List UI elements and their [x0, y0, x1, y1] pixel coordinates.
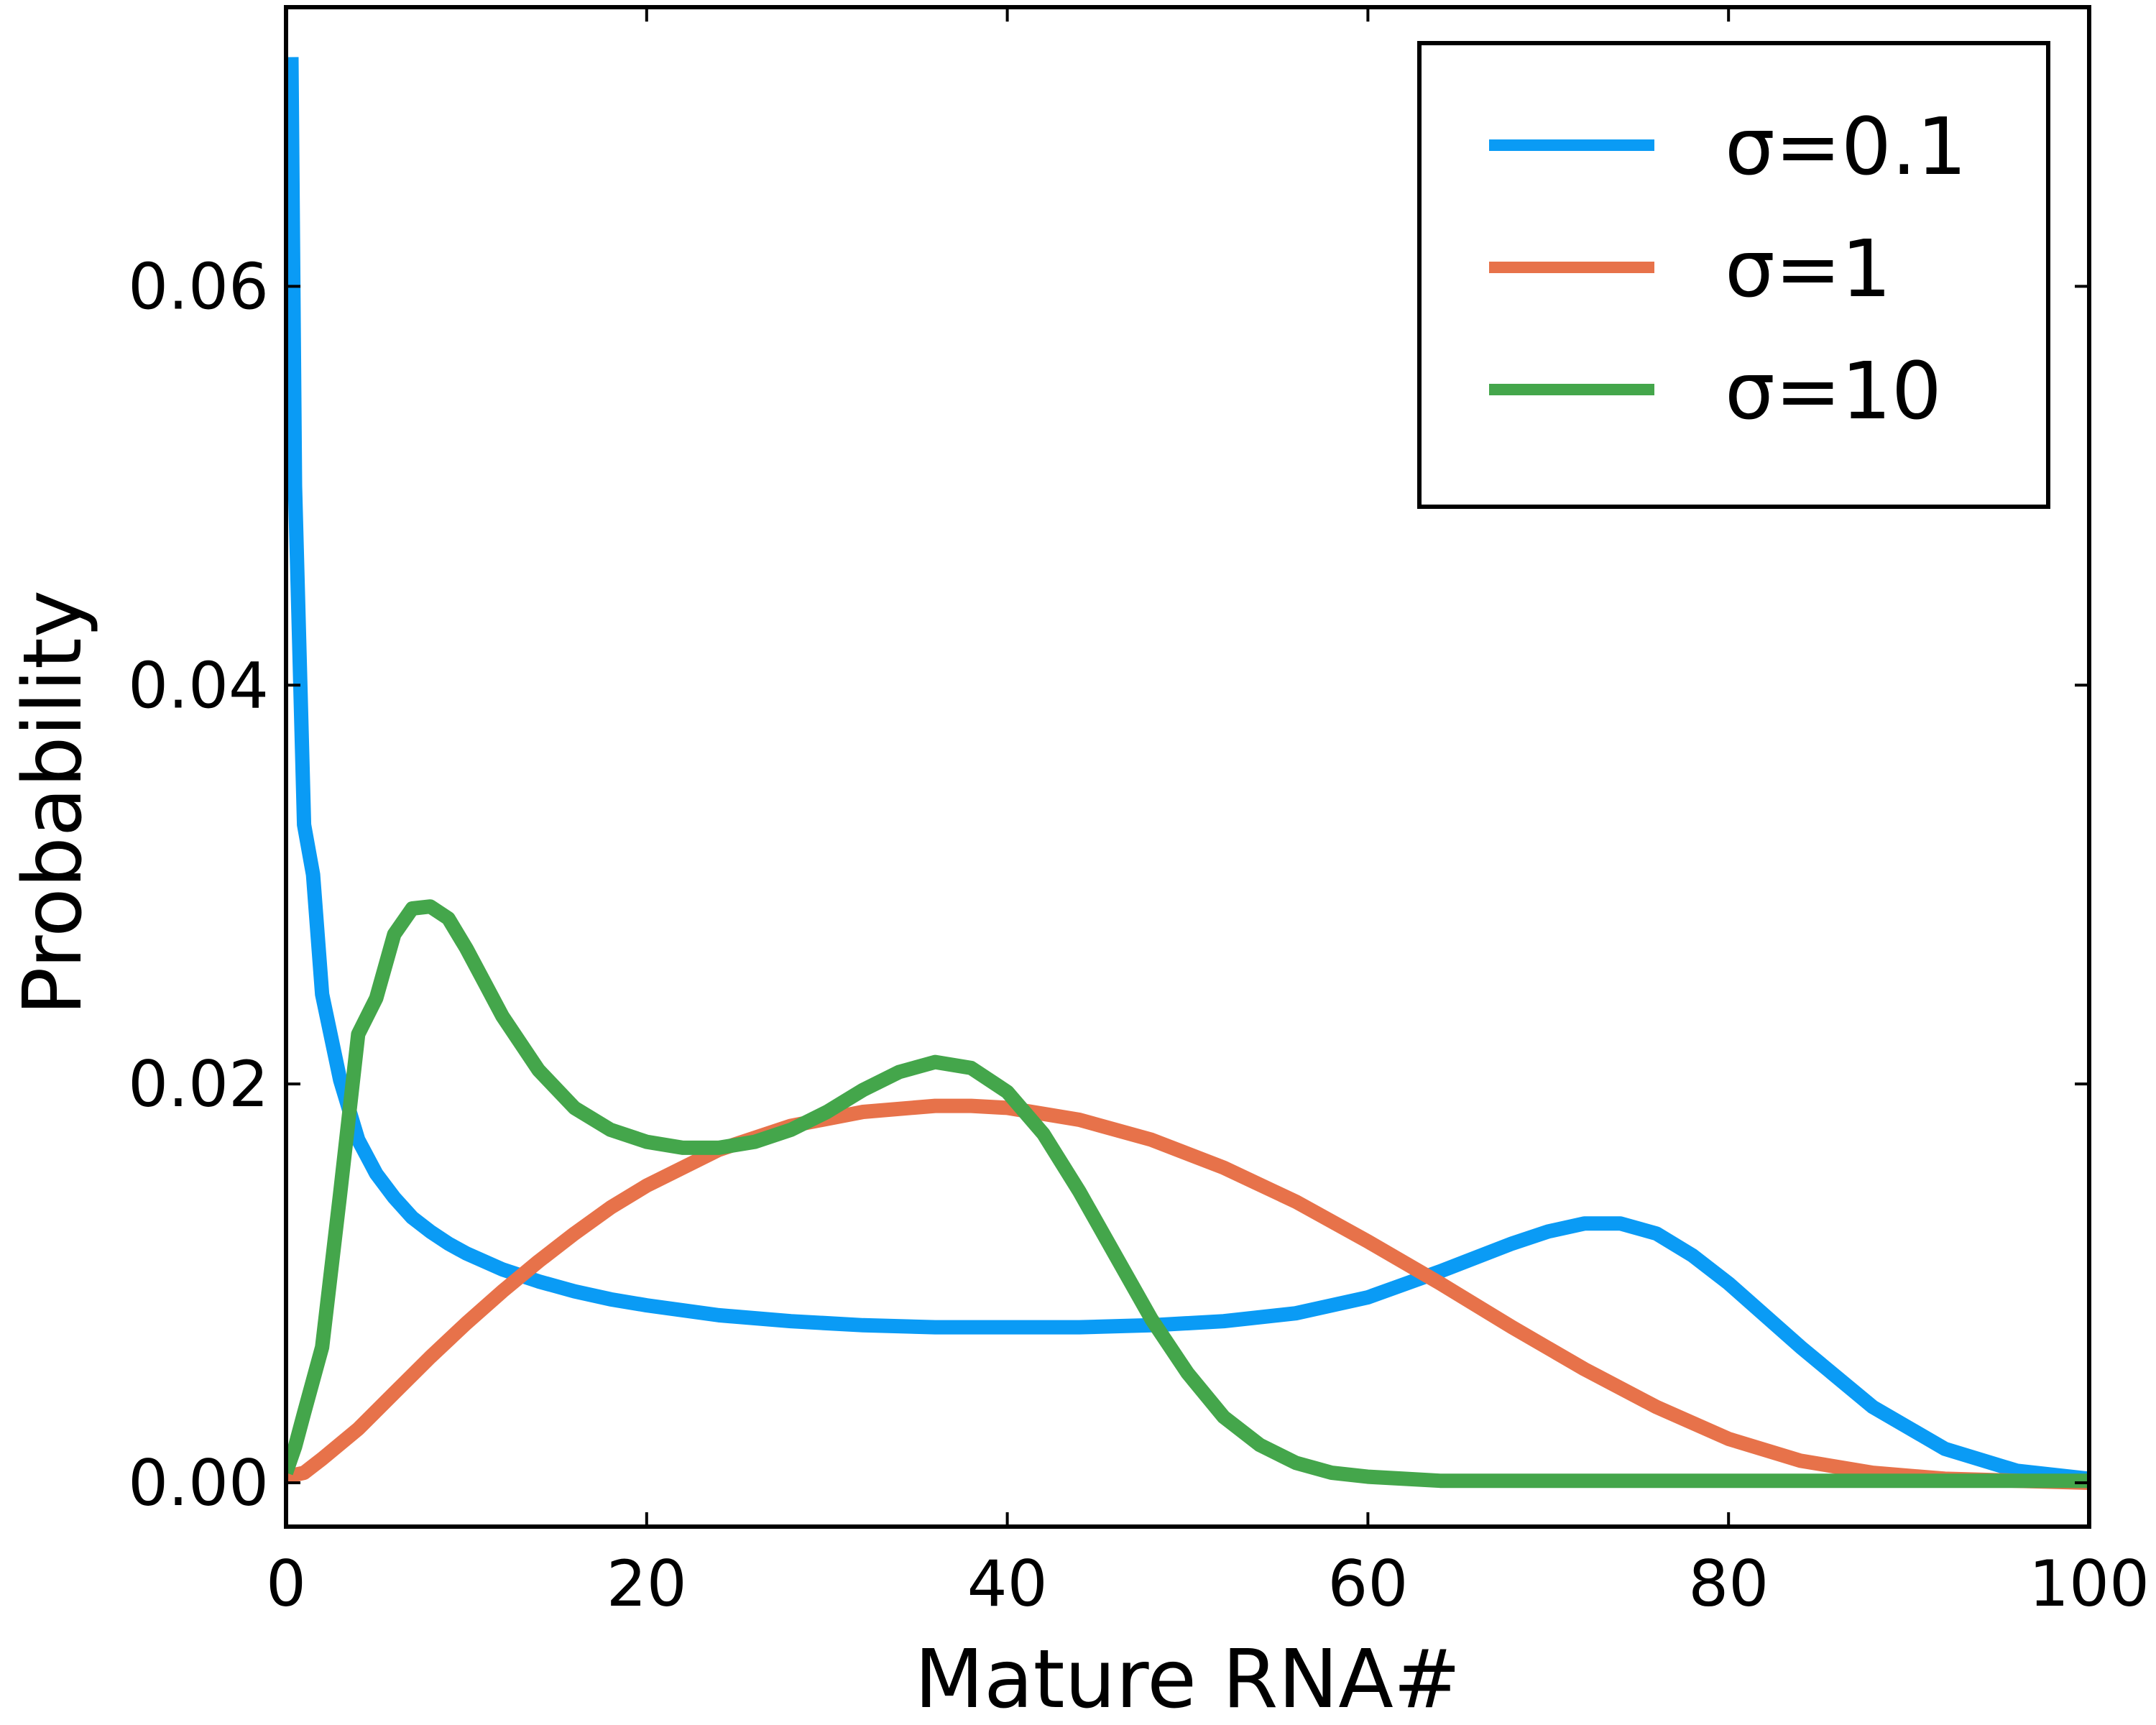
x-axis-label: Mature RNA# [914, 1633, 1460, 1725]
legend-items: σ=0.1 σ=1 σ=10 [1489, 101, 1967, 437]
x-tick-label: 40 [967, 1547, 1048, 1621]
x-tick-label: 80 [1688, 1547, 1769, 1621]
x-tick-label: 20 [607, 1547, 687, 1621]
legend-label: σ=1 [1725, 223, 1892, 315]
y-tick-label: 0.06 [128, 249, 269, 323]
y-tick-label: 0.00 [128, 1446, 269, 1520]
plot-frame [284, 5, 2091, 1529]
x-tick-label: 100 [2029, 1547, 2150, 1621]
series-line-3 [286, 899, 2089, 1489]
y-axis-label: Probability [6, 590, 100, 1016]
series-line-1 [286, 57, 2089, 1486]
series-layer [286, 57, 2089, 1490]
y-tick-label: 0.04 [128, 648, 269, 722]
legend-label: σ=10 [1725, 345, 1942, 437]
legend: σ=0.1 σ=1 σ=10 [1417, 41, 2050, 509]
y-tick-label: 0.02 [128, 1047, 269, 1121]
tick-layer: 0 20 40 60 80 100 0.00 0.02 0.04 0.06 [128, 7, 2150, 1621]
legend-label: σ=0.1 [1725, 101, 1967, 193]
x-tick-label: 0 [266, 1547, 306, 1621]
legend-box [1417, 41, 2050, 509]
series-line-2 [286, 1098, 2089, 1490]
x-tick-label: 60 [1327, 1547, 1408, 1621]
